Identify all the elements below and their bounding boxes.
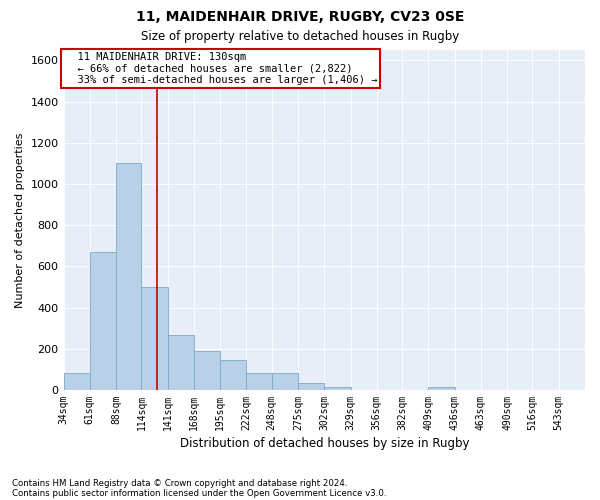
Text: Contains public sector information licensed under the Open Government Licence v3: Contains public sector information licen… [12, 488, 386, 498]
Text: 11 MAIDENHAIR DRIVE: 130sqm
  ← 66% of detached houses are smaller (2,822)
  33%: 11 MAIDENHAIR DRIVE: 130sqm ← 66% of det… [65, 52, 377, 86]
Bar [247, 374, 272, 390]
Bar [142, 287, 167, 390]
Bar [324, 387, 350, 390]
Text: Contains HM Land Registry data © Crown copyright and database right 2024.: Contains HM Land Registry data © Crown c… [12, 478, 347, 488]
Bar [116, 164, 142, 390]
Bar [90, 252, 116, 390]
Bar [298, 382, 324, 390]
Bar [272, 374, 298, 390]
Bar [428, 387, 455, 390]
Bar [220, 360, 247, 390]
Bar [167, 336, 194, 390]
Bar [64, 374, 90, 390]
Text: Size of property relative to detached houses in Rugby: Size of property relative to detached ho… [141, 30, 459, 43]
X-axis label: Distribution of detached houses by size in Rugby: Distribution of detached houses by size … [179, 437, 469, 450]
Text: 11, MAIDENHAIR DRIVE, RUGBY, CV23 0SE: 11, MAIDENHAIR DRIVE, RUGBY, CV23 0SE [136, 10, 464, 24]
Bar [194, 351, 220, 390]
Y-axis label: Number of detached properties: Number of detached properties [15, 132, 25, 308]
